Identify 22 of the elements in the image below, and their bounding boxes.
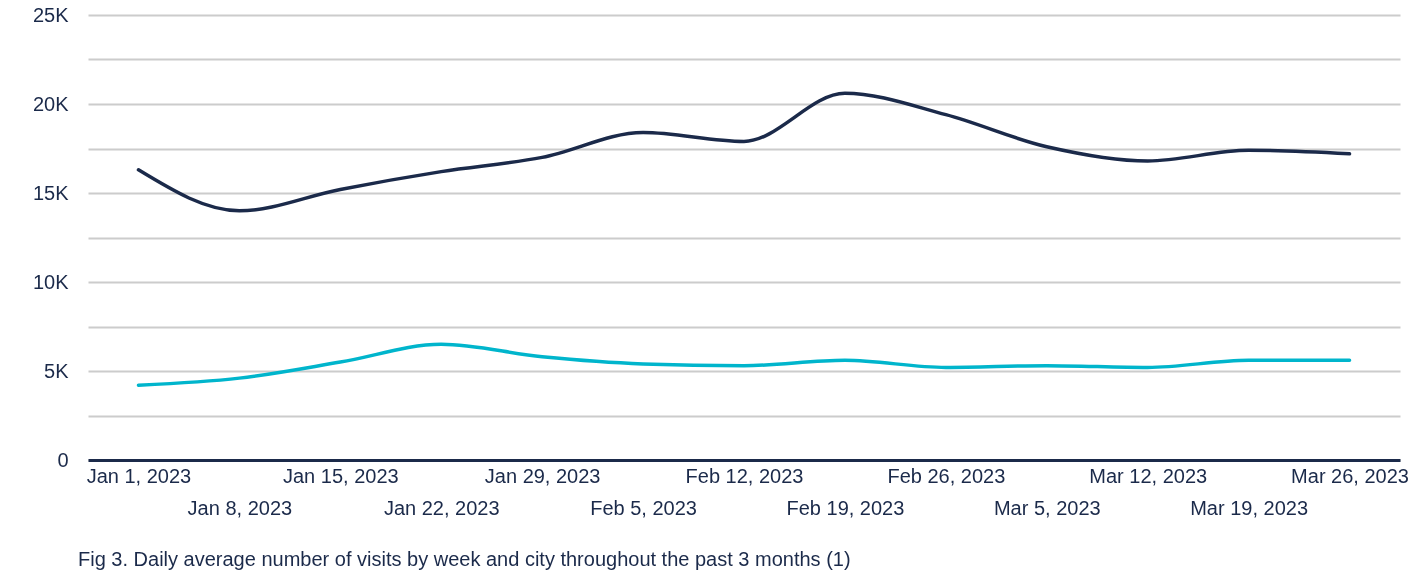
caption: Fig 3. Daily average number of visits by week and city throughout the past 3 months (1): [78, 548, 851, 570]
x-tick-label: Jan 8, 2023: [187, 496, 293, 519]
x-tick-label: Mar 26, 2023: [1291, 464, 1409, 487]
x-tick-label: Mar 19, 2023: [1190, 496, 1309, 519]
y-tick-label: 20K: [32, 92, 70, 115]
y-tick-label: 15K: [32, 181, 70, 204]
x-tick-label: Feb 5, 2023: [590, 496, 697, 519]
y-tick-label: 25K: [32, 3, 70, 26]
line-series: [136, 91, 1352, 213]
y-tick-label: 5K: [44, 359, 70, 382]
x-tick-label: Mar 12, 2023: [1089, 464, 1208, 487]
x-tick-label: Mar 5, 2023: [993, 496, 1101, 519]
x-tick-label: Jan 1, 2023: [86, 464, 192, 487]
x-tick-label: Feb 12, 2023: [685, 464, 804, 487]
line-series: [136, 342, 1352, 387]
y-tick-label: 0: [57, 448, 69, 471]
x-tick-label: Jan 15, 2023: [282, 464, 399, 487]
x-tick-label: Jan 22, 2023: [383, 496, 500, 519]
y-tick-label: 10K: [32, 270, 70, 293]
x-tick-label: Feb 19, 2023: [786, 496, 905, 519]
x-tick-label: Jan 29, 2023: [484, 464, 601, 487]
x-tick-label: Feb 26, 2023: [887, 464, 1006, 487]
